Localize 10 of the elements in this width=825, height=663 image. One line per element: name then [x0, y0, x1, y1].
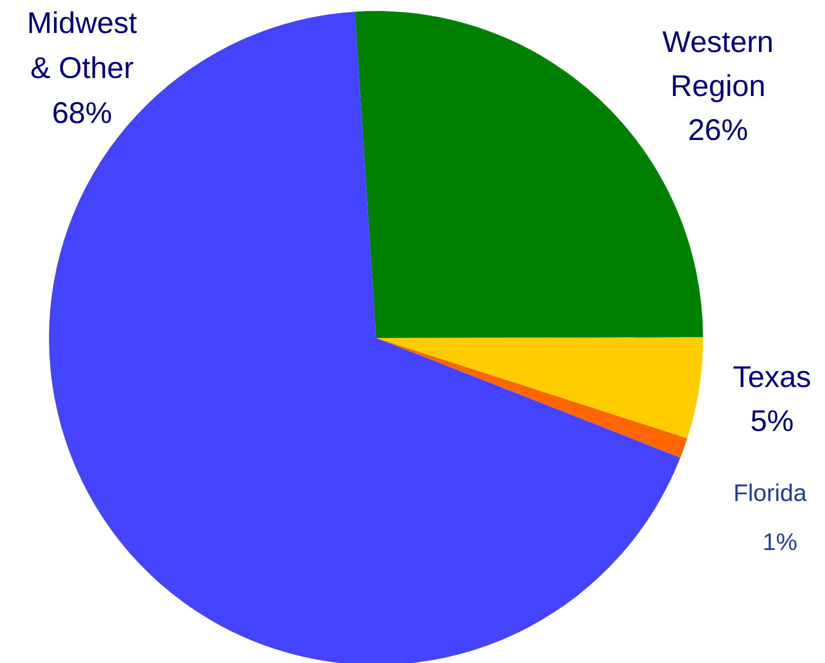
data-label: 26%: [688, 114, 748, 147]
slice-label: Florida: [733, 480, 808, 507]
data-label: 68%: [52, 97, 112, 130]
pie-slice: [376, 337, 703, 438]
slice-label: Texas: [732, 361, 812, 394]
slice-label: Western Region: [662, 26, 774, 103]
pie-slice: [376, 338, 688, 458]
slice-label: Midwest & Other: [26, 7, 138, 85]
data-label: 1%: [762, 529, 798, 556]
data-label: 5%: [750, 405, 794, 438]
